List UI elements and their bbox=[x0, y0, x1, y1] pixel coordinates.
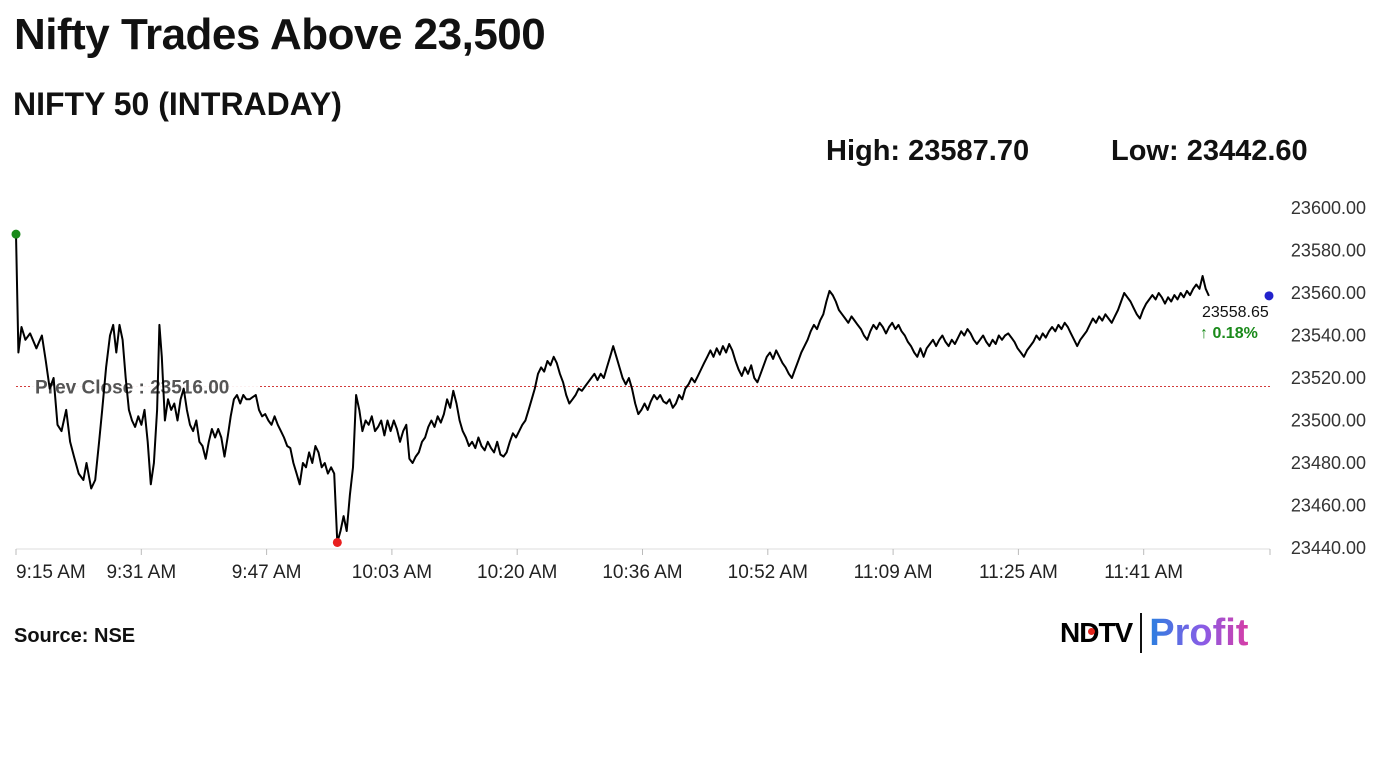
last-price-marker bbox=[1264, 291, 1274, 301]
y-tick-label: 23520.00 bbox=[1291, 368, 1366, 388]
x-axis-ticks: 9:15 AM 9:31 AM 9:47 AM 10:03 AM 10:20 AM 10:… bbox=[15, 549, 1271, 583]
logo-divider bbox=[1140, 613, 1143, 653]
logo-red-dot-icon bbox=[1088, 628, 1095, 635]
y-tick-label: 23560.00 bbox=[1291, 283, 1366, 303]
y-axis-ticks: 23600.00 23580.00 23560.00 23540.00 23520.00… bbox=[1291, 198, 1366, 558]
x-tick-label: 11:41 AM bbox=[1104, 562, 1183, 583]
y-tick-label: 23500.00 bbox=[1291, 411, 1366, 431]
x-tick-label: 10:03 AM bbox=[352, 562, 432, 583]
x-tick-label: 11:09 AM bbox=[854, 562, 933, 583]
day-high-marker bbox=[11, 229, 21, 239]
x-tick-label: 9:15 AM bbox=[16, 562, 86, 583]
nifty-price-line bbox=[15, 234, 1210, 544]
prev-close-label-background bbox=[30, 374, 258, 399]
y-tick-label: 23600.00 bbox=[1291, 198, 1366, 218]
last-price-label: 23558.65 bbox=[1202, 304, 1269, 321]
y-tick-label: 23460.00 bbox=[1291, 496, 1366, 516]
x-tick-label: 10:52 AM bbox=[728, 562, 808, 583]
price-change-label: ↑ 0.18% bbox=[1200, 325, 1258, 342]
y-tick-label: 23580.00 bbox=[1291, 241, 1366, 261]
x-tick-label: 9:31 AM bbox=[106, 562, 176, 583]
day-low-stat: Low: 23442.60 bbox=[1111, 135, 1308, 167]
x-tick-label: 9:47 AM bbox=[232, 562, 302, 583]
x-tick-label: 10:36 AM bbox=[602, 562, 682, 583]
day-low-marker bbox=[332, 537, 342, 547]
x-tick-label: 10:20 AM bbox=[477, 562, 557, 583]
chart-subtitle: NIFTY 50 (INTRADAY) bbox=[13, 86, 342, 122]
x-tick-label: 11:25 AM bbox=[979, 562, 1058, 583]
prev-close-label: Prev Close : 23516.00 bbox=[35, 378, 229, 399]
source-note: Source: NSE bbox=[14, 625, 136, 647]
y-tick-label: 23540.00 bbox=[1291, 326, 1366, 346]
profit-wordmark: Profit bbox=[1149, 611, 1249, 654]
page-title: Nifty Trades Above 23,500 bbox=[14, 10, 546, 59]
y-tick-label: 23480.00 bbox=[1291, 453, 1366, 473]
ndtv-wordmark: NDTV bbox=[1060, 617, 1133, 648]
day-high-stat: High: 23587.70 bbox=[826, 135, 1030, 167]
ndtv-profit-logo: NDTV Profit bbox=[1060, 610, 1248, 656]
y-tick-label: 23440.00 bbox=[1291, 538, 1366, 558]
intraday-line-chart: 23600.00 23580.00 23560.00 23540.00 23520.00… bbox=[11, 198, 1366, 583]
